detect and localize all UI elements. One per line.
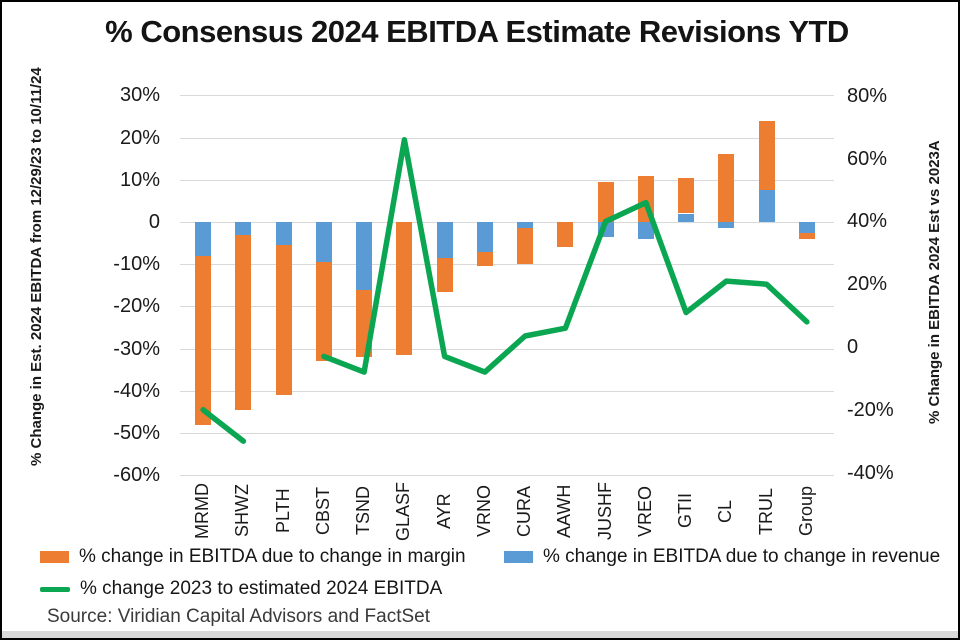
- chart-title: % Consensus 2024 EBITDA Estimate Revisio…: [105, 14, 849, 49]
- source-text: Source: Viridian Capital Advisors and Fa…: [47, 606, 431, 627]
- line-swatch-icon: [40, 586, 70, 592]
- right-axis-tick: 40%: [847, 210, 888, 233]
- bar-segment-revenue-VREO: [637, 222, 654, 239]
- bar-segment-margin-AYR: [436, 257, 453, 292]
- line-segment: [321, 137, 810, 375]
- bar-segment-revenue-AYR: [436, 222, 453, 258]
- right-axis-tick: -20%: [847, 398, 894, 421]
- bar-segment-revenue-VRNO: [476, 222, 493, 252]
- category-label-TSND: TSND: [353, 486, 374, 536]
- line-segment: [200, 407, 247, 444]
- legend-item-line: % change 2023 to estimated 2024 EBITDA: [40, 577, 442, 601]
- gridline: [180, 306, 834, 308]
- left-axis-tick: -60%: [113, 464, 160, 487]
- legend-item-revenue: % change in EBITDA due to change in reve…: [504, 545, 940, 569]
- bottom-strip: [2, 631, 958, 638]
- bar-segment-margin-CBST: [315, 262, 332, 362]
- category-label-MRMD: MRMD: [192, 483, 213, 539]
- gridline: [180, 433, 834, 435]
- category-label-VRNO: VRNO: [473, 485, 494, 538]
- left-axis-tick: -30%: [113, 337, 160, 360]
- bar-segment-margin-PLTH: [275, 245, 292, 396]
- category-label-GLASF: GLASF: [393, 481, 414, 541]
- category-label-AAWH: AAWH: [554, 484, 575, 538]
- bar-segment-revenue-Group: [798, 222, 815, 233]
- margin-swatch-icon: [40, 551, 69, 563]
- category-label-CBST: CBST: [312, 487, 333, 536]
- category-label-CURA: CURA: [514, 485, 535, 537]
- revenue-swatch-icon: [504, 551, 533, 563]
- category-label-SHWZ: SHWZ: [232, 484, 253, 538]
- category-label-VREO: VREO: [634, 485, 655, 537]
- bar-segment-margin-MRMD: [195, 255, 212, 425]
- bar-segment-revenue-GTII: [678, 213, 695, 222]
- category-label-JUSHF: JUSHF: [594, 482, 615, 540]
- right-axis-tick: 80%: [847, 84, 888, 107]
- left-axis-tick: -40%: [113, 379, 160, 402]
- left-axis-tick: -50%: [113, 422, 160, 445]
- right-axis-tick: -40%: [847, 461, 894, 484]
- bar-segment-margin-CL: [718, 154, 735, 222]
- left-axis-tick: -20%: [113, 295, 160, 318]
- category-label-PLTH: PLTH: [272, 488, 293, 534]
- category-label-CL: CL: [715, 499, 736, 523]
- gridline: [180, 390, 834, 392]
- gridline: [180, 222, 834, 223]
- left-axis-tick: 0: [148, 210, 160, 233]
- legend-label-line: % change 2023 to estimated 2024 EBITDA: [80, 578, 443, 599]
- legend-label-margin: % change in EBITDA due to change in marg…: [79, 546, 466, 567]
- gridline: [180, 475, 834, 477]
- right-axis-tick: 0: [847, 336, 859, 358]
- right-axis-tick: 20%: [847, 273, 888, 296]
- legend-item-margin: % change in EBITDA due to change in marg…: [40, 545, 466, 569]
- legend-label-revenue: % change in EBITDA due to change in reve…: [543, 546, 941, 567]
- bar-segment-margin-TRUL: [758, 120, 775, 191]
- bar-segment-revenue-CL: [718, 222, 735, 229]
- category-label-AYR: AYR: [433, 493, 454, 529]
- right-axis-tick: 60%: [847, 147, 888, 170]
- bar-segment-margin-AAWH: [557, 222, 574, 248]
- bar-segment-margin-VRNO: [476, 251, 493, 267]
- left-axis-tick: 10%: [119, 168, 160, 191]
- category-label-Group: Group: [795, 485, 816, 537]
- bar-segment-revenue-CURA: [517, 222, 534, 229]
- gridline: [180, 264, 834, 266]
- left-axis-tick: -10%: [113, 253, 160, 276]
- left-axis-tick: 30%: [119, 84, 160, 107]
- bar-segment-margin-Group: [798, 232, 815, 239]
- bar-segment-revenue-TRUL: [758, 190, 775, 222]
- bar-segment-margin-GTII: [678, 177, 695, 214]
- bar-segment-margin-GLASF: [396, 222, 413, 355]
- category-label-TRUL: TRUL: [755, 487, 776, 535]
- left-axis-tick: 20%: [119, 126, 160, 149]
- bar-segment-revenue-MRMD: [195, 222, 212, 256]
- category-label-GTII: GTII: [675, 493, 696, 529]
- gridline: [180, 179, 834, 181]
- bar-segment-margin-SHWZ: [235, 234, 252, 410]
- bar-segment-revenue-SHWZ: [235, 222, 252, 235]
- bar-segment-revenue-CBST: [315, 222, 332, 263]
- bar-segment-revenue-PLTH: [275, 222, 292, 246]
- bar-segment-revenue-TSND: [356, 222, 373, 290]
- gridline: [180, 137, 834, 139]
- bar-segment-margin-JUSHF: [597, 181, 614, 222]
- gridline: [180, 95, 834, 97]
- bar-segment-margin-CURA: [517, 228, 534, 265]
